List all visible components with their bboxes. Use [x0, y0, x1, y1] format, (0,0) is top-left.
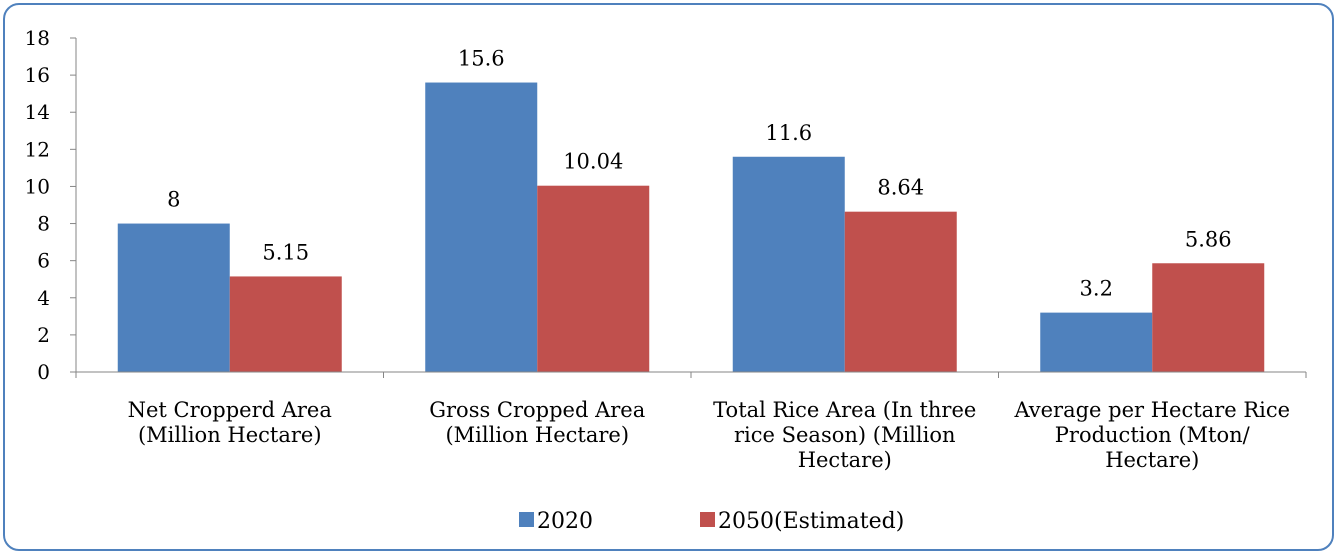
data-label: 10.04 — [563, 150, 623, 174]
x-tick-label-line: Net Cropperd Area — [128, 398, 332, 422]
data-label: 8 — [167, 188, 180, 212]
bar-2050(Estimated)-3 — [1152, 263, 1265, 372]
data-label: 3.2 — [1080, 277, 1113, 301]
x-tick-label-line: Hectare) — [798, 448, 892, 472]
x-tick-label: Average per Hectare Rice Production (Mton… — [1013, 398, 1290, 472]
data-label: 5.86 — [1185, 227, 1232, 251]
value-labels: 8 5.15 15.6 10.04 11.6 8.64 3.2 5.86 — [167, 47, 1232, 301]
legend-swatch-2020 — [519, 512, 534, 527]
bar-2020-3 — [1040, 312, 1153, 372]
y-tick-label: 4 — [37, 286, 50, 310]
x-axis: Net Cropperd Area (Million Hectare)Gross … — [75, 371, 1307, 472]
legend: 2020 2050(Estimated) — [519, 509, 904, 534]
x-tick-label-line: Gross Cropped Area — [429, 398, 645, 422]
y-tick-label: 8 — [37, 212, 50, 236]
x-tick-label: Net Cropperd Area (Million Hectare) — [128, 398, 332, 447]
y-tick-label: 12 — [25, 137, 50, 161]
x-tick-label-line: Hectare) — [1105, 448, 1199, 472]
legend-swatch-2050(Estimated) — [700, 512, 715, 527]
legend-label: 2020 — [537, 509, 593, 534]
bar-2050(Estimated)-1 — [537, 185, 650, 372]
x-tick-label-line: Average per Hectare Rice — [1013, 398, 1290, 422]
bar-2020-2 — [732, 156, 845, 372]
x-tick-label-line: (Million Hectare) — [445, 423, 629, 447]
y-tick-label: 14 — [25, 100, 50, 124]
x-tick-label: Total Rice Area (In three rice Season) (M… — [713, 398, 976, 472]
x-tick-label: Gross Cropped Area (Million Hectare) — [429, 398, 645, 447]
y-tick-label: 2 — [37, 323, 50, 347]
data-label: 8.64 — [877, 176, 924, 200]
y-tick-label: 0 — [37, 360, 50, 384]
y-tick-label: 18 — [25, 26, 50, 50]
y-tick-label: 10 — [25, 174, 50, 198]
bar-2050(Estimated)-0 — [229, 276, 342, 372]
bar-2050(Estimated)-2 — [844, 211, 957, 372]
legend-label: 2050(Estimated) — [718, 509, 904, 534]
x-tick-label-line: Production (Mton/ — [1055, 423, 1251, 447]
bars — [117, 82, 1265, 373]
data-label: 5.15 — [262, 240, 309, 264]
data-label: 11.6 — [765, 121, 812, 145]
y-tick-label: 16 — [25, 63, 50, 87]
x-tick-label-line: rice Season) (Million — [734, 423, 956, 447]
x-tick-label-line: Total Rice Area (In three — [713, 398, 976, 422]
y-axis: 0 2 4 6 8 10 12 14 16 18 — [25, 26, 77, 384]
x-tick-label-line: (Million Hectare) — [138, 423, 322, 447]
bar-2020-0 — [117, 223, 230, 372]
data-label: 15.6 — [458, 47, 505, 71]
bar-2020-1 — [425, 82, 538, 373]
y-tick-label: 6 — [37, 249, 50, 273]
